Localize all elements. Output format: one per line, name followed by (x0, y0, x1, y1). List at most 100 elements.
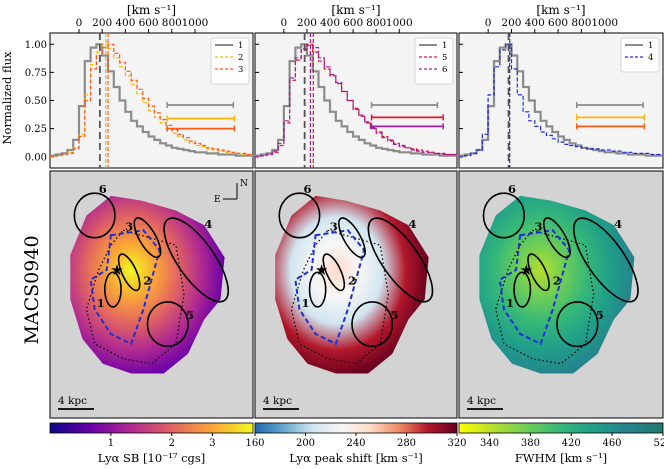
top-tick-label: 1000 (386, 17, 413, 29)
aperture-5 (556, 301, 599, 348)
blue-contour (294, 229, 366, 346)
series-6-line (255, 44, 457, 158)
aperture-5 (351, 301, 394, 348)
series-3-line (50, 43, 253, 158)
top-tick-label: 800 (162, 17, 182, 29)
colorbar-tick-label: 420 (562, 438, 581, 449)
spectra (50, 33, 253, 168)
region-label-3: 3 (535, 219, 543, 233)
top-tick-label: 400 (320, 17, 340, 29)
series-1-line (255, 43, 457, 157)
top-tick-label: 0 (76, 17, 83, 29)
colorbar-tick-label: 320 (447, 438, 466, 449)
aperture-6 (278, 192, 321, 239)
region-label-6: 6 (304, 182, 312, 196)
galaxy-map (479, 195, 635, 374)
region-label-5: 5 (390, 308, 398, 322)
top-tick-label: 0 (485, 17, 492, 29)
colorbar-tick-label: 200 (296, 438, 315, 449)
star-marker: ★ (520, 261, 533, 279)
dotted-contour (290, 229, 389, 365)
compass-east-label: E (214, 195, 221, 205)
region-label-2: 2 (143, 274, 151, 288)
panel-fwhm: 0 200 400 600 800 1000 [km s⁻¹] 1 4 ★ 6 3 4 2 1 5 4 kpc (458, 3, 664, 419)
region-label-4: 4 (409, 217, 417, 231)
top-tick-label: 400 (115, 17, 135, 29)
region-label-1: 1 (506, 296, 514, 310)
legend-label: 4 (648, 53, 653, 63)
aperture-1 (308, 271, 327, 308)
spectra (459, 33, 663, 168)
aperture-6 (482, 192, 526, 239)
aperture-3 (133, 217, 162, 259)
top-tick-label: 200 (92, 17, 112, 29)
series-1-line (50, 43, 253, 157)
aperture-2 (117, 253, 141, 292)
colorbar-shift (254, 422, 458, 434)
top-tick-label: 600 (139, 17, 159, 29)
aperture-6 (73, 192, 116, 239)
star-marker: ★ (110, 261, 123, 279)
colorbar-tick-label: 460 (602, 438, 621, 449)
top-axis-label: [km s⁻¹] (536, 3, 585, 17)
series-1-line (459, 43, 663, 157)
aperture-5 (146, 301, 189, 348)
legend-box (414, 37, 454, 85)
region-label-1: 1 (301, 296, 309, 310)
colorbar-tick-label: 1 (108, 438, 114, 449)
compass-north-label: N (240, 179, 248, 189)
region-label-5: 5 (186, 308, 194, 322)
colorbar-tick-label: 520 (653, 438, 664, 449)
galaxy-map (275, 195, 429, 374)
aperture-1 (104, 271, 122, 308)
colorbar-tick-label: 380 (521, 438, 540, 449)
aperture-3 (542, 217, 571, 259)
colorbar-tick-label: 240 (346, 438, 365, 449)
top-tick-label: 1000 (591, 17, 618, 29)
region-label-4: 4 (614, 217, 622, 231)
y-tick-label: 0.00 (25, 152, 47, 163)
colorbar-tick-label: 3 (209, 438, 215, 449)
aperture-2 (322, 253, 346, 292)
top-tick-label: 800 (571, 17, 591, 29)
region-label-2: 2 (553, 274, 561, 288)
colorbar-tick-label: 280 (397, 438, 416, 449)
aperture-1 (513, 271, 532, 308)
colorbar-label: FWHM [km s⁻¹] (515, 451, 607, 465)
y-tick-label: 0.25 (25, 124, 47, 135)
legend-label: 1 (442, 41, 447, 51)
colorbar-tick-label: 160 (245, 438, 264, 449)
top-tick-label: 200 (297, 17, 317, 29)
region-label-3: 3 (330, 219, 338, 233)
top-tick-label: 0 (281, 17, 288, 29)
aperture-4 (163, 217, 230, 303)
region-label-4: 4 (204, 217, 212, 231)
legend-label: 1 (238, 41, 243, 51)
galaxy-map (70, 195, 225, 374)
legend-label: 1 (648, 41, 653, 51)
colorbar-sb (49, 422, 254, 434)
spectra (255, 33, 457, 168)
object-label: MACS0940 (21, 235, 43, 344)
region-label-6: 6 (99, 182, 107, 196)
colorbar-label: Lyα SB [10⁻¹⁷ cgs] (98, 451, 206, 465)
legend-label: 5 (442, 53, 447, 63)
aperture-4 (573, 217, 639, 303)
region-label-2: 2 (348, 274, 356, 288)
panel-shift: 0 200 400 600 800 1000 [km s⁻¹] 1 5 6 ★ 6 3 4 2 1 5 4 kpc (254, 3, 458, 419)
blue-contour (89, 229, 161, 346)
top-tick-label: 800 (366, 17, 386, 29)
top-tick-label: 200 (501, 17, 521, 29)
colorbar-tick-label: 340 (480, 438, 499, 449)
top-tick-label: 600 (548, 17, 568, 29)
region-label-1: 1 (97, 296, 105, 310)
scale-bar-label: 4 kpc (467, 395, 496, 407)
legend-label: 2 (238, 53, 243, 63)
region-label-5: 5 (596, 308, 604, 322)
blue-contour (498, 229, 571, 346)
dotted-contour (495, 229, 595, 365)
legend-label: 6 (442, 65, 447, 75)
y-tick-label: 0.50 (25, 96, 47, 107)
colorbar-label: Lyα peak shift [km s⁻¹] (289, 451, 423, 465)
